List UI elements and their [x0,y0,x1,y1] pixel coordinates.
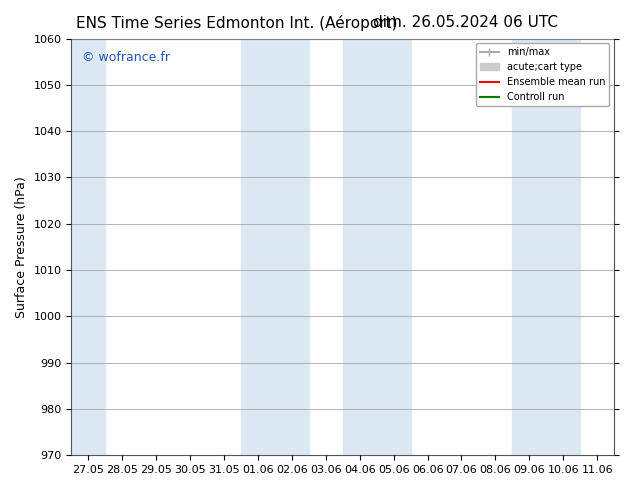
Bar [241,39,309,455]
Text: dim. 26.05.2024 06 UTC: dim. 26.05.2024 06 UTC [373,15,558,30]
Bar [512,39,580,455]
Bar [343,39,411,455]
Text: © wofrance.fr: © wofrance.fr [82,51,171,64]
Bar [72,39,105,455]
Text: ENS Time Series Edmonton Int. (Aéroport): ENS Time Series Edmonton Int. (Aéroport) [76,15,398,31]
Y-axis label: Surface Pressure (hPa): Surface Pressure (hPa) [15,176,28,318]
Legend: min/max, acute;cart type, Ensemble mean run, Controll run: min/max, acute;cart type, Ensemble mean … [476,44,609,106]
